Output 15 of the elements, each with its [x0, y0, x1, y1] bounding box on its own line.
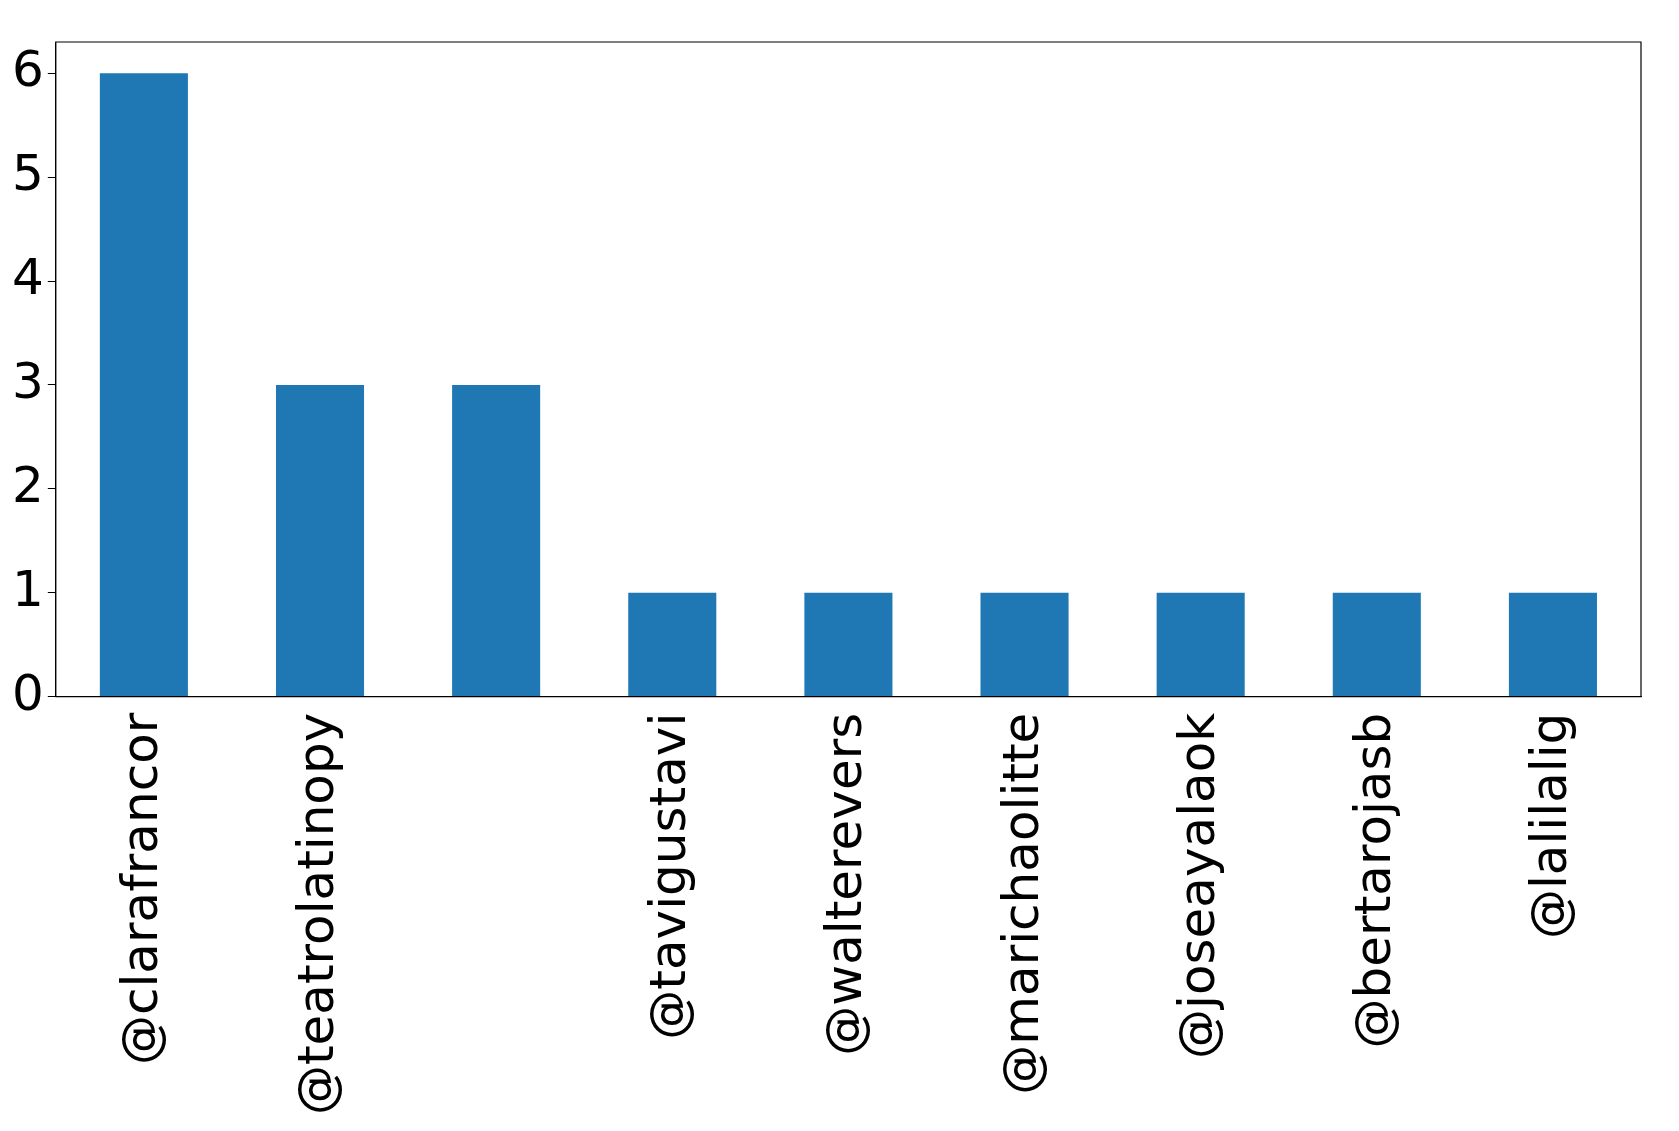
y-tick-label: 5 — [12, 144, 44, 203]
y-tick-label: 6 — [12, 40, 44, 99]
y-tick-label: 3 — [12, 351, 44, 410]
x-tick-label: @teatrolatinopy — [286, 712, 345, 1115]
x-tick-label: @bertarojasb — [1343, 712, 1402, 1049]
y-tick-label: 0 — [12, 663, 44, 722]
x-tick-label: @walterevers — [815, 712, 874, 1056]
x-tick-label: @joseayalaok — [1167, 712, 1226, 1059]
y-tick-label: 1 — [12, 559, 44, 618]
y-tick-label: 2 — [12, 455, 44, 514]
y-tick-label: 4 — [12, 248, 44, 306]
x-tick-label: @clarafrancor — [110, 712, 169, 1066]
x-tick-label: @tavigustavi — [639, 712, 698, 1040]
x-tick-label: @lalilalig — [1519, 712, 1578, 940]
x-tick-label: @marichaolitte — [991, 712, 1050, 1095]
